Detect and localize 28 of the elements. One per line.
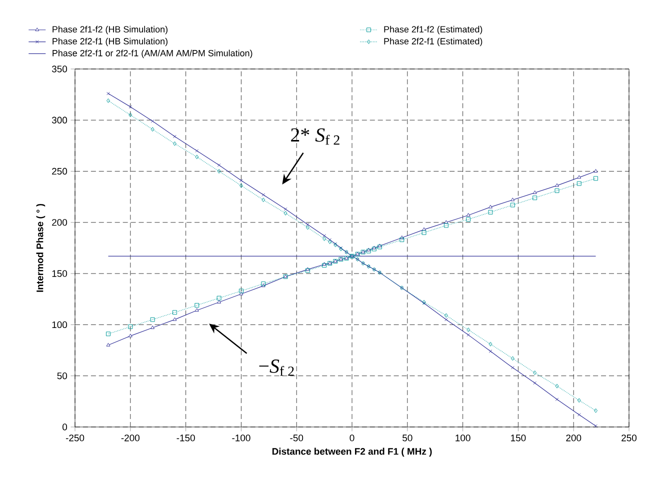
annotation: −S$_{f 2}$ [259, 360, 294, 376]
y-tick-label: 300 [52, 116, 68, 124]
y-tick-label: 0 [62, 424, 68, 430]
annotation: 2* S$_{f 2}$ [291, 128, 340, 145]
y-tick-label: 200 [52, 219, 68, 226]
x-tick-label: -150 [176, 434, 195, 442]
x-tick-label: -250 [66, 434, 84, 442]
y-tick-label: 250 [52, 168, 68, 175]
y-tick-label: 50 [57, 372, 68, 380]
x-tick-label: 150 [511, 434, 526, 442]
x-tick-label: 100 [456, 434, 470, 442]
x-tick-label: 50 [402, 434, 412, 442]
x-tick-label: -100 [232, 434, 250, 442]
legend-label: Phase 2f1-f2 (HB Simulation) [52, 26, 168, 34]
y-tick-label: 350 [52, 66, 68, 72]
x-tick-label: -50 [290, 434, 304, 442]
y-tick-label: 150 [52, 270, 68, 277]
x-tick-label: 250 [622, 434, 637, 442]
x-axis-title: Distance between F2 and F1 ( MHz ) [272, 448, 432, 457]
x-tick-label: 200 [566, 434, 582, 442]
y-axis-title: Intermod Phase ( ° ) [36, 204, 46, 292]
y-tick-label: 100 [52, 321, 68, 328]
x-tick-label: -200 [121, 434, 140, 442]
legend-label: Phase 2f1-f2 (Estimated) [384, 26, 482, 34]
legend-label: Phase 2f2-f1 (HB Simulation) [52, 38, 168, 46]
legend-label: Phase 2f2-f1 or 2f2-f1 (AM/AM AM/PM Simulation) [52, 50, 252, 58]
x-tick-label: 0 [350, 434, 354, 442]
legend-label: Phase 2f2-f1 (Estimated) [384, 38, 482, 46]
